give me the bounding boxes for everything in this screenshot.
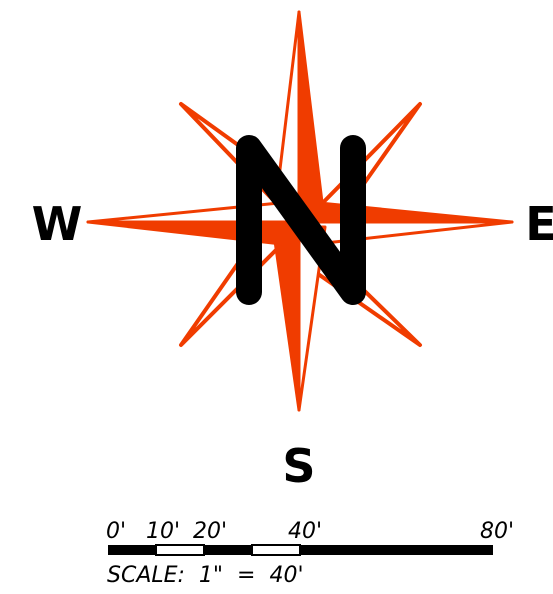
scale-bar-segments	[108, 544, 493, 556]
scale-bar: 0' 10' 20' 40' 80' SCALE: 1" = 40'	[106, 519, 514, 588]
west-point-solid	[86, 220, 301, 248]
north-point-solid	[297, 10, 327, 229]
east-label: E	[525, 197, 553, 251]
scale-tick-label-80: 80'	[480, 519, 514, 544]
south-label: S	[282, 439, 315, 493]
scale-segment-black	[108, 545, 156, 555]
north-letter-mark: N	[236, 135, 366, 305]
scale-caption: SCALE: 1" = 40'	[107, 563, 304, 588]
west-point-outline	[86, 199, 301, 224]
scale-tick-label-20: 20'	[193, 519, 227, 544]
south-point-solid	[271, 225, 301, 412]
scale-tick-label-10: 10'	[146, 519, 180, 544]
scale-segment-black	[300, 545, 493, 555]
scale-tick-label-40: 40'	[288, 519, 322, 544]
east-point-solid	[297, 199, 514, 224]
scale-segment-white	[251, 544, 301, 556]
west-label: W	[32, 197, 83, 251]
scale-segment-white	[155, 544, 205, 556]
scale-tick-label-0: 0'	[106, 519, 126, 544]
scale-segment-black	[204, 545, 252, 555]
